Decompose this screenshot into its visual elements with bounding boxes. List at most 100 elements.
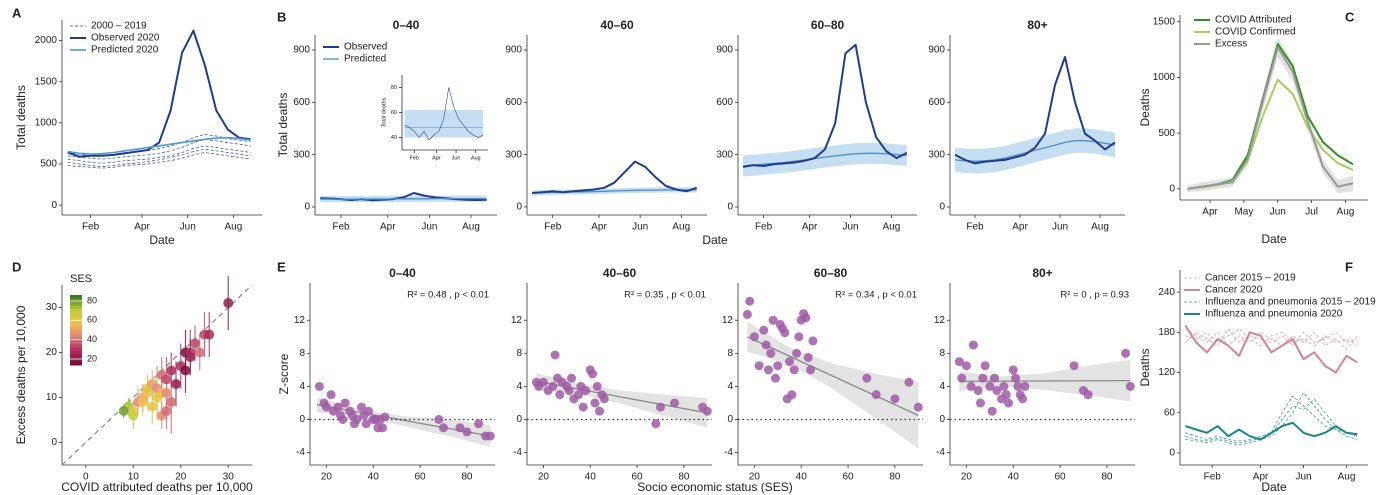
point bbox=[194, 347, 205, 358]
y-tick-label: 900 bbox=[928, 45, 945, 56]
point bbox=[314, 381, 324, 391]
y-tick-label: 0 bbox=[727, 202, 733, 213]
confidence-band bbox=[955, 128, 1115, 174]
series-line bbox=[67, 145, 251, 164]
point bbox=[742, 309, 752, 319]
panel-letter: C bbox=[1345, 9, 1355, 24]
color-bar bbox=[70, 295, 82, 299]
x-tick-label: 40 bbox=[1008, 472, 1020, 483]
point bbox=[862, 373, 872, 383]
color-bar bbox=[70, 337, 82, 341]
y-axis-label: Excess deaths per 10,000 bbox=[14, 305, 28, 444]
y-tick-label: 40 bbox=[391, 135, 397, 141]
point bbox=[380, 412, 390, 422]
y-tick-label: 0 bbox=[939, 202, 945, 213]
y-tick-label: 1000 bbox=[1153, 72, 1176, 83]
y-tick-label: 4 bbox=[299, 381, 305, 392]
color-bar bbox=[70, 302, 82, 306]
point bbox=[954, 357, 964, 367]
y-tick-label: 8 bbox=[299, 348, 305, 359]
y-tick-label: 300 bbox=[716, 149, 733, 160]
point bbox=[754, 361, 764, 371]
point bbox=[978, 373, 988, 383]
y-tick-label: 900 bbox=[505, 45, 522, 56]
point bbox=[599, 394, 609, 404]
point bbox=[590, 398, 600, 408]
y-tick-label: 0 bbox=[516, 414, 522, 425]
point bbox=[166, 365, 177, 376]
point bbox=[438, 423, 448, 433]
color-bar bbox=[70, 323, 82, 327]
x-axis-label: Date bbox=[149, 233, 175, 247]
panel-title: 80+ bbox=[1027, 18, 1047, 32]
series-line bbox=[67, 136, 251, 155]
point bbox=[1018, 394, 1028, 404]
point bbox=[766, 348, 776, 358]
point bbox=[890, 394, 900, 404]
series-line bbox=[404, 87, 484, 141]
annotation: R² = 0.48 , p < 0.01 bbox=[407, 290, 489, 301]
color-bar bbox=[70, 298, 82, 303]
y-tick-label: 80 bbox=[391, 85, 397, 91]
point bbox=[975, 398, 985, 408]
y-tick-label: 180 bbox=[1158, 327, 1175, 338]
confidence-band bbox=[404, 110, 484, 138]
point bbox=[702, 406, 712, 416]
y-tick-label: 900 bbox=[293, 45, 310, 56]
point bbox=[1001, 390, 1011, 400]
point bbox=[806, 365, 816, 375]
point bbox=[1125, 381, 1135, 391]
point bbox=[185, 347, 196, 358]
x-tick-label: 20 bbox=[961, 472, 973, 483]
y-tick-label: 4 bbox=[516, 381, 522, 392]
color-bar bbox=[70, 347, 82, 352]
point bbox=[761, 340, 771, 350]
panel-title: 40–60 bbox=[603, 266, 637, 280]
x-tick-label: 20 bbox=[749, 472, 761, 483]
point bbox=[338, 415, 348, 424]
confidence-band bbox=[747, 321, 919, 449]
series-line bbox=[67, 138, 251, 160]
x-tick-label: Aug bbox=[883, 222, 901, 233]
x-tick-label: 40 bbox=[368, 472, 380, 483]
x-tick-label: Aug bbox=[1337, 207, 1355, 218]
y-tick-label: 600 bbox=[293, 97, 310, 108]
point bbox=[1020, 381, 1030, 391]
series-line bbox=[1185, 421, 1358, 441]
point bbox=[968, 340, 978, 350]
y-tick-label: 0 bbox=[1169, 183, 1175, 194]
y-tick-label: 0 bbox=[939, 414, 945, 425]
point bbox=[985, 381, 995, 391]
point bbox=[361, 419, 371, 429]
point bbox=[745, 296, 755, 306]
panel-letter: D bbox=[12, 259, 21, 274]
y-tick-label: 600 bbox=[716, 97, 733, 108]
y-tick-label: 0 bbox=[51, 437, 57, 448]
x-tick-label: Feb bbox=[410, 155, 419, 161]
x-tick-label: 80 bbox=[461, 472, 473, 483]
y-tick-label: 600 bbox=[928, 97, 945, 108]
y-axis-label: Total deaths bbox=[14, 85, 28, 150]
point bbox=[161, 388, 172, 398]
point bbox=[333, 402, 343, 412]
y-tick-label: 12 bbox=[722, 315, 734, 326]
point bbox=[1008, 365, 1018, 375]
x-tick-label: 60 bbox=[415, 472, 427, 483]
y-tick-label: 0 bbox=[299, 414, 305, 425]
x-tick-label: Apr bbox=[1202, 207, 1218, 218]
y-tick-label: 300 bbox=[293, 149, 310, 160]
x-tick-label: 20 bbox=[175, 472, 187, 483]
y-tick-label: 30 bbox=[46, 302, 58, 313]
series-line bbox=[1185, 328, 1358, 347]
point bbox=[171, 379, 181, 389]
color-bar bbox=[70, 309, 82, 313]
y-tick-label: 0 bbox=[51, 200, 57, 211]
x-tick-label: Feb bbox=[755, 222, 773, 233]
point bbox=[161, 374, 172, 385]
point bbox=[789, 365, 799, 375]
legend-label: Observed 2020 bbox=[91, 33, 160, 44]
color-bar bbox=[70, 326, 82, 331]
point bbox=[780, 328, 790, 338]
point bbox=[128, 410, 139, 421]
point bbox=[180, 365, 191, 376]
